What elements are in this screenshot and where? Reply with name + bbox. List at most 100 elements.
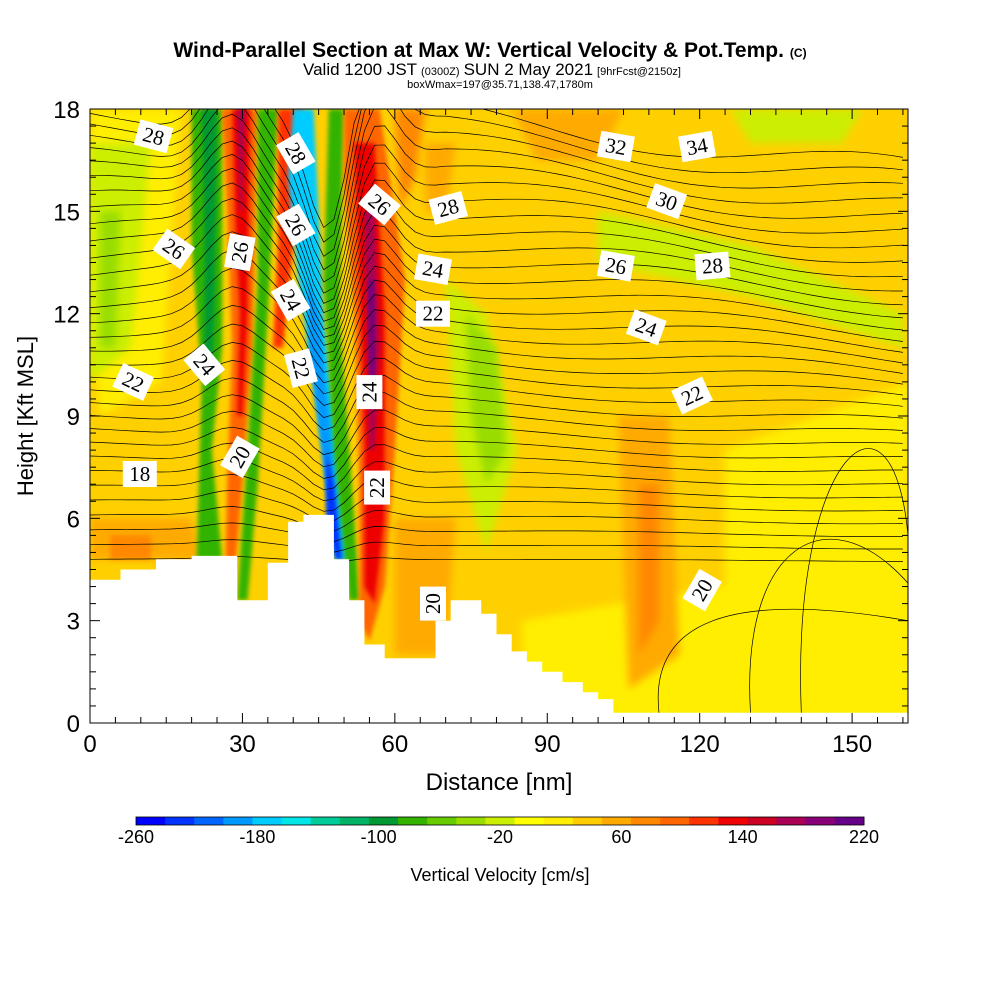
contour-label: 26 — [596, 250, 635, 282]
y-tick-label: 15 — [53, 199, 80, 226]
contour-label-bg — [133, 119, 174, 154]
contour-label-bg — [671, 376, 714, 415]
y-axis-label: Height [Kft MSL] — [13, 336, 38, 496]
colorbar-tick-label: -20 — [487, 827, 513, 847]
contour-label-bg — [276, 203, 316, 247]
contour-label: 26 — [224, 233, 256, 272]
y-tick-label: 18 — [53, 97, 80, 124]
colorbar-swatch — [165, 817, 195, 825]
theta-contour — [90, 357, 903, 431]
theta-contour — [90, 474, 903, 512]
velocity-region — [394, 518, 456, 655]
contour-label: 24 — [625, 309, 667, 346]
colorbar-swatch — [601, 817, 632, 825]
contour-label: 28 — [133, 119, 174, 154]
theta-contour — [90, 409, 903, 468]
theta-contour — [749, 539, 908, 713]
colorbar-tick-label: -180 — [239, 827, 275, 847]
contour-label-bg — [364, 470, 391, 505]
theta-contour — [90, 109, 903, 243]
colorbar-tick-label: 220 — [849, 827, 879, 847]
contour-label: 28 — [428, 190, 468, 225]
terrain-mask — [90, 514, 908, 723]
velocity-region — [725, 381, 908, 723]
potential-temperature-contours — [90, 109, 908, 713]
contour-label: 24 — [414, 253, 452, 286]
theta-contour — [800, 448, 908, 713]
chart-subtitle: Valid 1200 JST (0300Z) SUN 2 May 2021 [9hrF… — [303, 60, 681, 79]
theta-contour — [90, 113, 903, 283]
colorbar-swatch — [310, 817, 341, 825]
contour-label-text: 24 — [357, 381, 381, 403]
contour-label-bg — [224, 233, 256, 272]
contour-label: 20 — [682, 568, 722, 612]
contour-label-text: 24 — [421, 256, 446, 283]
colorbar-swatch — [660, 817, 690, 825]
theta-contour — [90, 109, 903, 271]
colorbar-swatch — [194, 817, 224, 825]
colorbar-swatch — [281, 817, 312, 825]
velocity-region — [466, 313, 507, 485]
colorbar-swatch — [456, 817, 486, 825]
contour-label-bg — [416, 300, 450, 327]
velocity-region — [425, 143, 456, 212]
colorbar-tick-label: 60 — [611, 827, 631, 847]
y-axis: 0 3 6 9 12 15 18 — [53, 97, 908, 738]
contour-label-text: 22 — [365, 477, 389, 498]
theta-contour — [90, 426, 903, 479]
colorbar-swatch — [834, 817, 865, 825]
contour-label-bg — [678, 130, 717, 163]
contour-label-bg — [358, 183, 401, 226]
x-tick-label: 150 — [832, 731, 872, 758]
velocity-region — [598, 211, 903, 348]
colorbar-tick-label: -260 — [118, 827, 154, 847]
contour-label: 20 — [220, 435, 260, 479]
theta-contour — [90, 442, 903, 491]
theta-contour — [90, 140, 903, 304]
contour-label: 28 — [694, 251, 731, 281]
contour-label-bg — [625, 309, 667, 346]
contour-label-bg — [276, 132, 316, 175]
contour-label-text: 28 — [701, 253, 724, 279]
contour-label-bg — [596, 250, 635, 282]
theta-contour — [90, 374, 903, 443]
chart-subtitle-2: boxWmax=197@35.71,138.47,1780m — [407, 79, 593, 91]
colorbar-tick-label: -100 — [361, 827, 397, 847]
velocity-region — [638, 484, 659, 655]
x-tick-label: 0 — [83, 731, 96, 758]
theta-contour — [90, 198, 903, 338]
contour-label-bg — [283, 348, 318, 388]
contour-label-text: 26 — [603, 252, 628, 279]
x-tick-label: 120 — [680, 731, 720, 758]
velocity-region — [201, 109, 217, 382]
contour-label: 18 — [122, 461, 157, 487]
contour-label: 20 — [420, 586, 446, 621]
theta-contour — [90, 249, 903, 364]
colorbar-swatch — [776, 817, 807, 825]
theta-contour — [90, 154, 903, 314]
theta-contour — [90, 392, 903, 456]
chart-title: Wind-Parallel Section at Max W: Vertical… — [173, 39, 806, 62]
colorbar-swatch — [718, 817, 749, 825]
colorbar-label: Vertical Velocity [cm/s] — [410, 865, 589, 885]
contour-label-bg — [646, 183, 688, 220]
theta-contour — [90, 231, 903, 355]
contour-label: 22 — [364, 470, 391, 505]
colorbar-swatch — [398, 817, 428, 825]
contour-label: 30 — [646, 183, 688, 220]
colorbar-swatch — [427, 817, 457, 825]
colorbar-swatch — [339, 817, 370, 825]
contour-label-bg — [112, 362, 155, 401]
theta-contour — [90, 341, 903, 418]
contour-label-bg — [220, 435, 260, 479]
contour-label-bg — [428, 190, 468, 225]
theta-contour — [90, 214, 903, 346]
contour-label-text: 18 — [129, 462, 150, 486]
colorbar-swatch — [136, 817, 166, 825]
contour-label-text: 20 — [421, 593, 445, 614]
colorbar-swatch — [572, 817, 603, 825]
contour-label-bg — [596, 130, 635, 163]
theta-contour — [90, 305, 903, 395]
colorbar-tick-label: 140 — [728, 827, 758, 847]
